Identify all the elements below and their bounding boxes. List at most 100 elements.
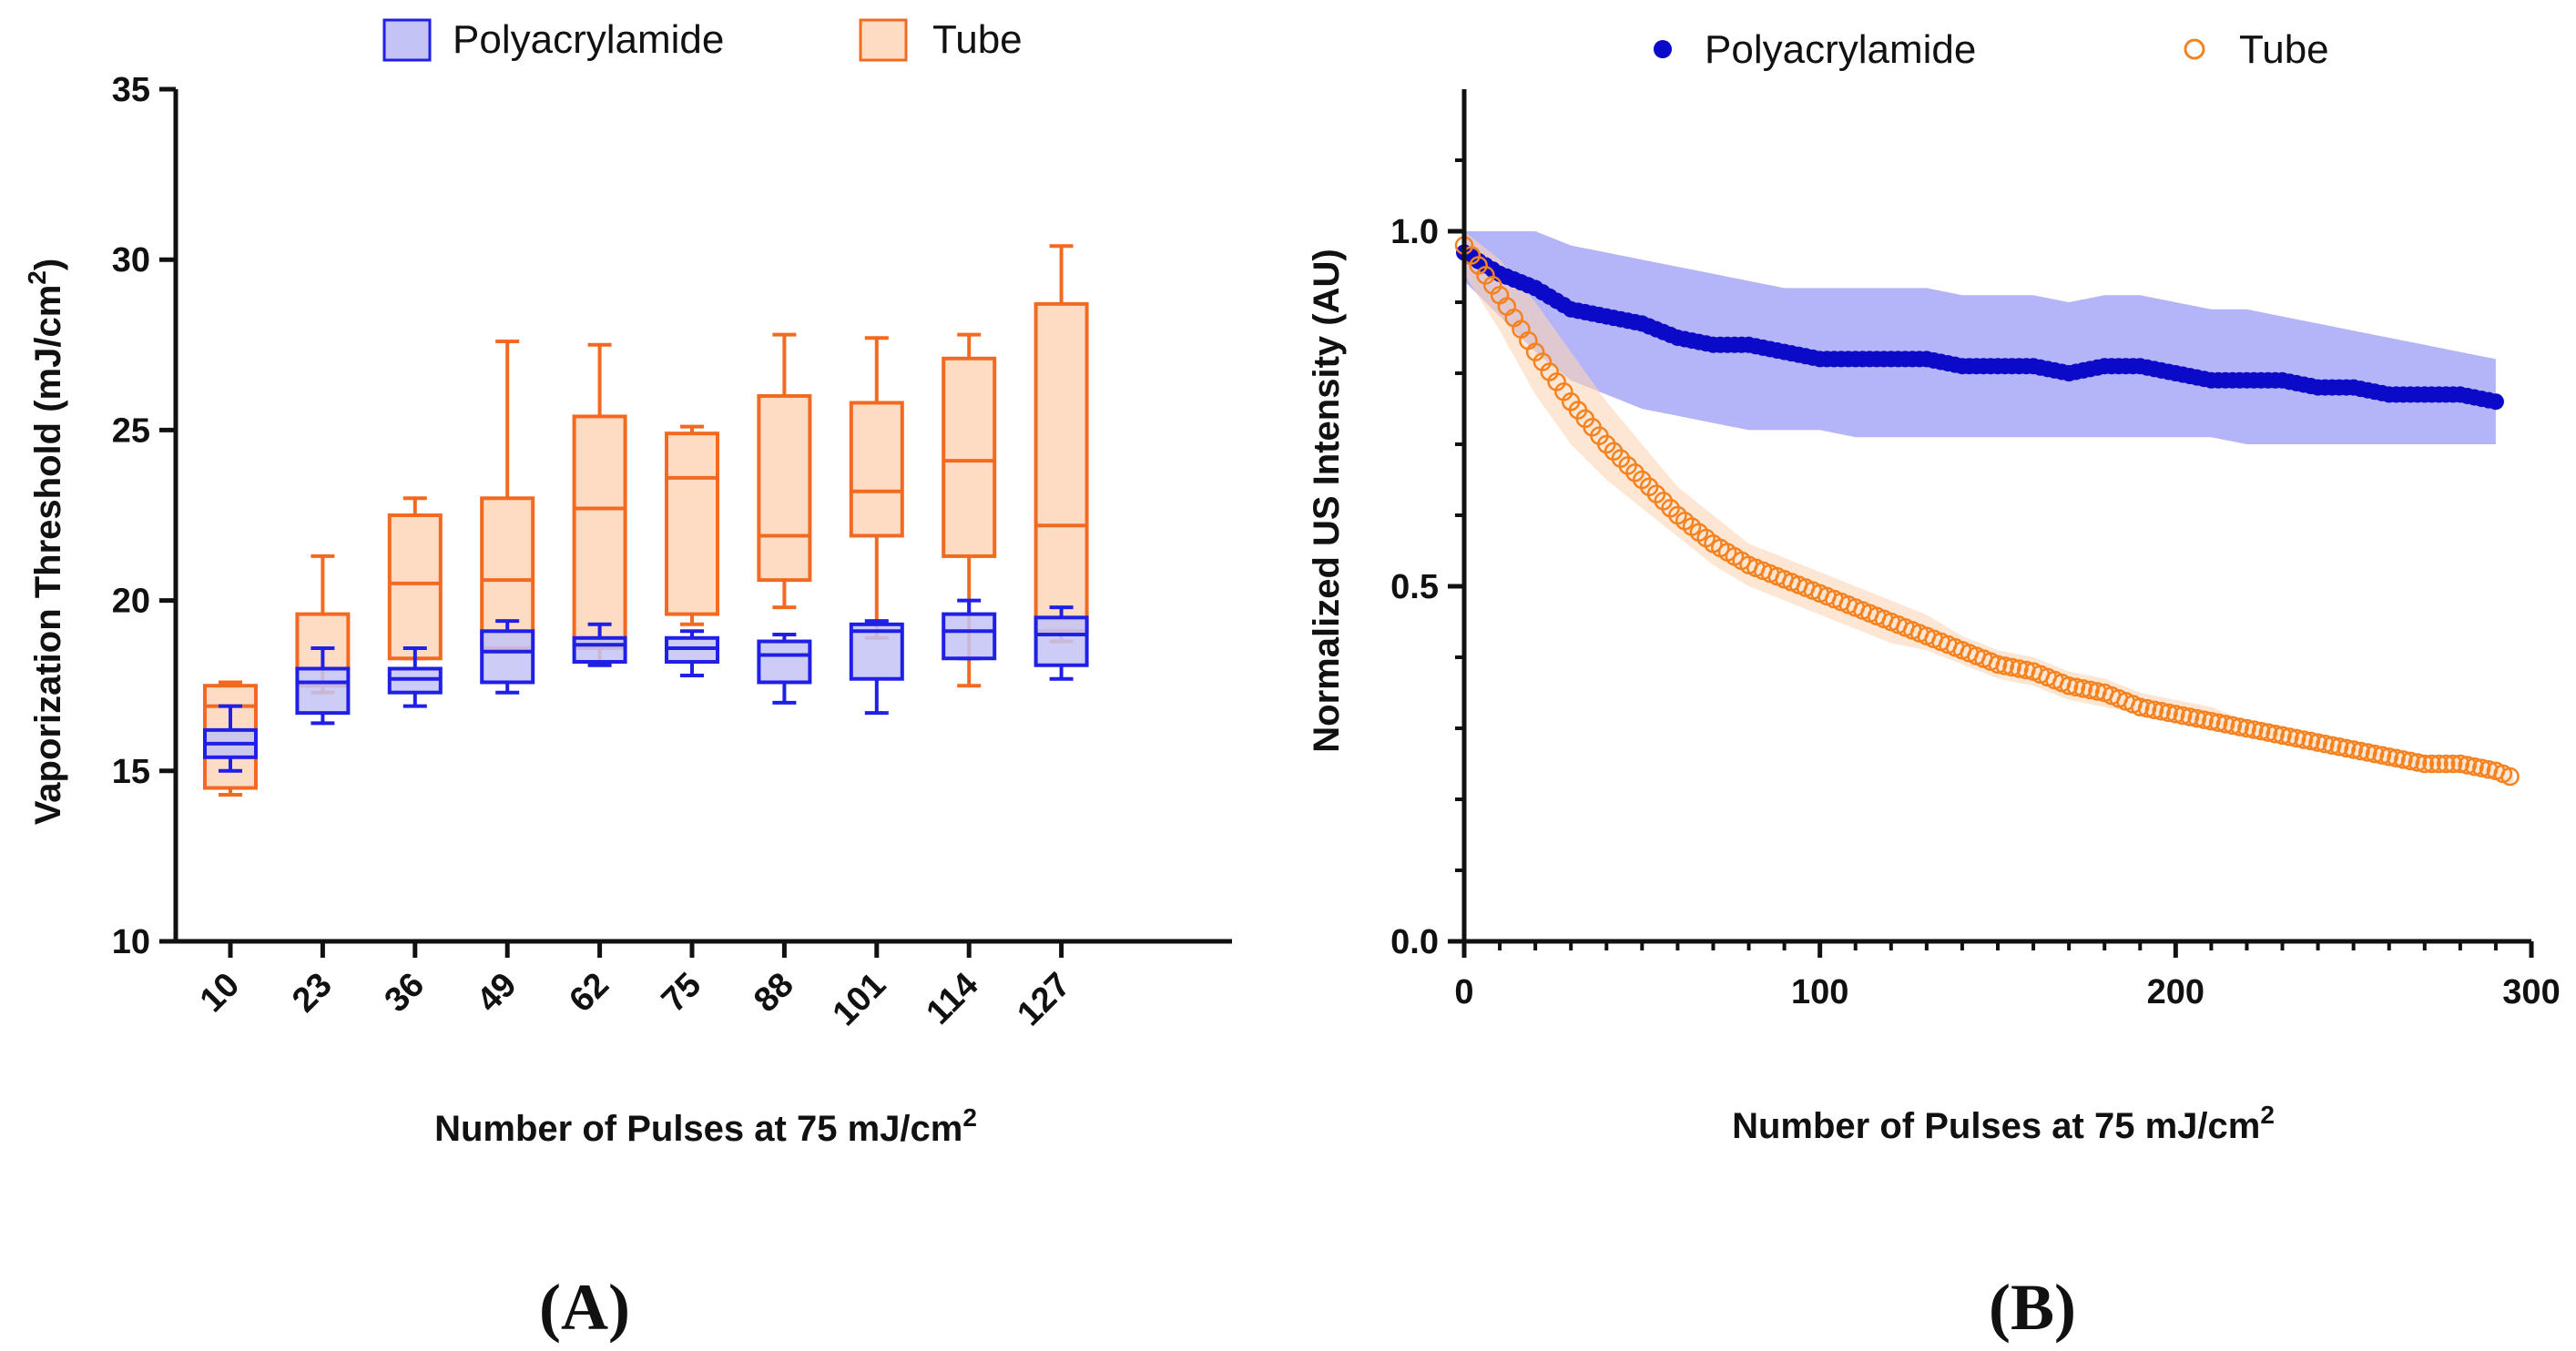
point-tube (2251, 721, 2271, 741)
point-tube (2187, 708, 2207, 728)
point-tube (2131, 697, 2150, 716)
x-tick-label-a: 101 (826, 966, 894, 1034)
x-tick-label-a: 10 (193, 966, 248, 1021)
box-iqr (849, 401, 904, 538)
box-polyacrylamide-36 (387, 646, 443, 708)
point-tube (2215, 715, 2235, 734)
point-tube (2258, 723, 2278, 742)
x-tick-label-a: 49 (470, 966, 524, 1021)
y-tick-label-a: 20 (112, 583, 150, 621)
point-polyacrylamide (2487, 393, 2504, 411)
point-tube (2286, 728, 2306, 748)
legend-label-tube: Tube (932, 17, 1023, 62)
box-polyacrylamide-23 (295, 646, 351, 726)
legend-b: Polyacrylamide Tube (1654, 27, 2329, 72)
point-tube (2073, 679, 2093, 698)
point-tube (2245, 720, 2264, 739)
y-tick-label-a: 35 (112, 71, 150, 109)
box-tube-75 (665, 424, 719, 626)
point-tube (1995, 656, 2015, 676)
x-tick-label-a: 88 (747, 966, 801, 1021)
point-tube (2372, 746, 2392, 765)
point-tube (2230, 717, 2249, 736)
box-iqr (849, 622, 904, 681)
point-tube (2208, 713, 2228, 733)
box-iqr (572, 414, 627, 651)
point-tube (2450, 754, 2470, 774)
box-tube-62 (572, 342, 627, 664)
y-tick-label-a: 30 (112, 241, 150, 279)
point-tube (2365, 744, 2385, 764)
point-tube (2472, 758, 2491, 777)
point-tube (2301, 731, 2321, 751)
x-tick-label-a: 127 (1010, 966, 1078, 1034)
point-tube (1988, 655, 2008, 675)
point-tube (2059, 676, 2079, 696)
point-tube (2387, 748, 2406, 768)
box-tube-127 (1033, 244, 1089, 644)
box-iqr (1033, 615, 1089, 667)
point-tube (2329, 737, 2349, 757)
y-tick-label-b: 0.0 (1390, 923, 1439, 961)
x-tick-label-b: 100 (1791, 973, 1848, 1011)
point-tube (2344, 740, 2363, 759)
point-tube (2358, 743, 2377, 762)
x-tick-label-a: 36 (378, 966, 433, 1021)
x-tick-label-a: 23 (285, 966, 340, 1021)
point-tube (2308, 733, 2327, 752)
box-polyacrylamide-75 (665, 629, 719, 677)
point-tube (2379, 747, 2398, 767)
box-iqr (757, 639, 812, 685)
point-tube (2159, 703, 2178, 723)
box-iqr (480, 629, 535, 685)
legend-marker-polyacrylamide (1654, 40, 1672, 58)
box-polyacrylamide-49 (480, 619, 535, 695)
x-tick-label-a: 62 (562, 966, 616, 1021)
point-tube (2465, 757, 2484, 777)
point-tube (2173, 706, 2193, 726)
point-tube (2066, 677, 2086, 697)
box-iqr (942, 612, 997, 661)
legend-label-tube-b: Tube (2239, 27, 2329, 72)
point-tube (2081, 680, 2100, 700)
y-tick-label-b: 0.5 (1390, 568, 1439, 606)
points-b (1454, 236, 2520, 787)
x-tick-label-b: 300 (2502, 973, 2560, 1011)
point-tube (2408, 753, 2428, 772)
point-tube (2152, 702, 2171, 721)
panel-b: Polyacrylamide Tube 0.00.51.00 100 200 300 … (1307, 27, 2561, 1344)
panel-label-a: (A) (539, 1271, 630, 1344)
point-tube (2137, 698, 2157, 718)
panel-a: Polyacrylamide Tube 10 15 20 25 30 35 10 23 36 49… (23, 17, 1232, 1344)
point-tube (2415, 754, 2435, 774)
box-polyacrylamide-62 (572, 622, 627, 667)
point-tube (2166, 705, 2185, 724)
x-tick-label-a: 75 (655, 966, 709, 1021)
boxes-a (203, 244, 1089, 797)
box-tube-101 (849, 336, 904, 640)
point-tube (2144, 700, 2164, 719)
point-tube (2422, 754, 2441, 774)
point-tube (2010, 659, 2029, 678)
point-tube (2180, 707, 2200, 726)
point-tube (2316, 734, 2335, 754)
point-tube (2322, 736, 2342, 755)
box-tube-49 (480, 340, 535, 654)
point-tube (2400, 751, 2420, 771)
box-polyacrylamide-10 (203, 704, 258, 773)
y-tick-label-a: 25 (112, 411, 150, 450)
x-axis-title-a: Number of Pulses at 75 mJ/cm2 (434, 1103, 977, 1149)
point-tube (2351, 741, 2370, 761)
point-tube (2337, 738, 2357, 758)
box-polyacrylamide-88 (757, 633, 812, 705)
box-polyacrylamide-101 (849, 619, 904, 716)
legend-swatch-polyacrylamide (382, 18, 432, 62)
box-polyacrylamide-127 (1033, 605, 1089, 681)
point-tube (2294, 730, 2314, 749)
point-tube (2436, 754, 2456, 774)
box-iqr (387, 513, 443, 661)
point-tube (2443, 754, 2463, 774)
x-tick-label-b: 0 (1454, 973, 1473, 1011)
y-tick-label-a: 10 (112, 923, 150, 961)
